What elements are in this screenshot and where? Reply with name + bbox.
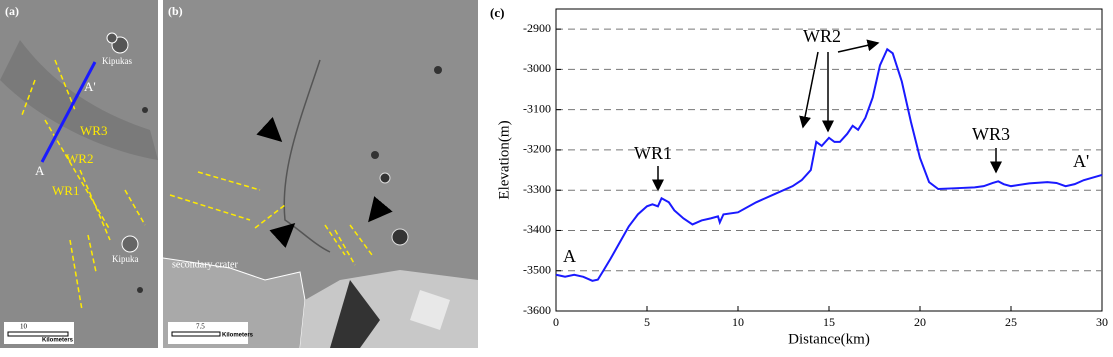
scale-value: 7.5 xyxy=(196,323,205,331)
x-tick-label: 20 xyxy=(914,315,926,329)
point-label: A' xyxy=(84,79,96,94)
annotation: A xyxy=(563,246,576,266)
x-tick-label: 5 xyxy=(644,315,650,329)
y-axis-label: Elevation(m) xyxy=(496,120,512,199)
ridge-label: WR1 xyxy=(52,183,79,198)
annotation: WR2 xyxy=(803,26,841,46)
scale-value: 10 xyxy=(20,323,28,331)
x-tick-label: 10 xyxy=(732,315,744,329)
ridge-label: WR2 xyxy=(66,151,93,166)
point-label: A xyxy=(35,163,45,178)
profile-line xyxy=(555,47,1103,282)
x-tick-label: 15 xyxy=(823,315,835,329)
feature-label: Kipukas xyxy=(102,56,132,66)
y-tick-label: -3200 xyxy=(523,142,551,156)
panel-b: (b) secondary crater 7.5 Kilometers xyxy=(162,0,478,349)
scale-unit: Kilometers xyxy=(42,338,74,344)
y-tick-label: -3600 xyxy=(523,303,551,317)
x-tick-label: 25 xyxy=(1005,315,1017,329)
panel-c: (c) Distance(km) Elevation(m) A A' WR1 W… xyxy=(490,5,1108,347)
y-tick-label: -2900 xyxy=(523,21,551,35)
annotation: WR3 xyxy=(972,124,1010,144)
panel-label: (c) xyxy=(490,5,504,20)
feature-label: secondary crater xyxy=(172,259,238,270)
ridge-label: WR3 xyxy=(80,123,107,138)
x-tick-label: 30 xyxy=(1096,315,1108,329)
scale-bar xyxy=(168,322,248,344)
annotation: WR1 xyxy=(634,143,672,163)
y-tick-label: -3000 xyxy=(523,61,551,75)
y-tick-label: -3400 xyxy=(523,222,551,236)
x-axis-label: Distance(km) xyxy=(788,331,870,347)
panel-label: (b) xyxy=(168,4,183,18)
annotation: A' xyxy=(1073,151,1089,171)
panel-a: (a) A' A WR3 WR2 WR1 Kipukas Kipuka 10 K… xyxy=(0,0,158,348)
scale-bar xyxy=(4,322,74,344)
x-tick-label: 0 xyxy=(553,315,559,329)
y-tick-label: -3300 xyxy=(523,182,551,196)
y-tick-label: -3500 xyxy=(523,262,551,276)
panel-label: (a) xyxy=(5,4,19,18)
scale-unit: Kilometers xyxy=(222,333,254,339)
feature-label: Kipuka xyxy=(112,254,139,264)
y-tick-label: -3100 xyxy=(523,101,551,115)
